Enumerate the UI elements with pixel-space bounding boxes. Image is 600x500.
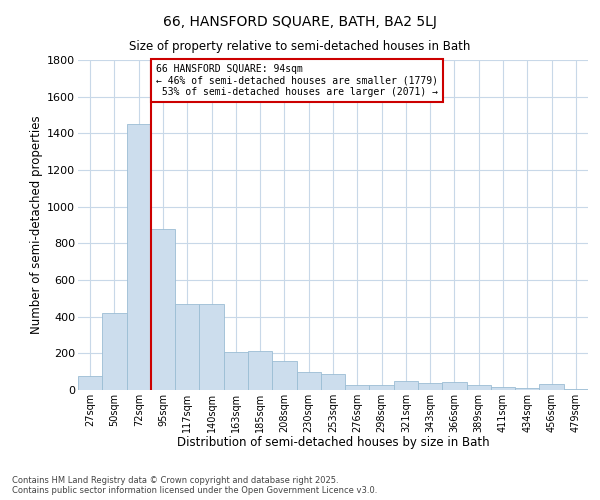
Bar [564,388,588,390]
Bar [175,304,199,390]
Bar [78,376,102,390]
Bar [151,228,175,390]
Text: Size of property relative to semi-detached houses in Bath: Size of property relative to semi-detach… [130,40,470,53]
Bar [272,360,296,390]
Bar [467,386,491,390]
Bar [321,374,345,390]
Bar [127,124,151,390]
Bar [370,385,394,390]
Bar [199,304,224,390]
Text: 66, HANSFORD SQUARE, BATH, BA2 5LJ: 66, HANSFORD SQUARE, BATH, BA2 5LJ [163,15,437,29]
Bar [418,382,442,390]
Bar [102,313,127,390]
Bar [442,382,467,390]
Y-axis label: Number of semi-detached properties: Number of semi-detached properties [30,116,43,334]
Bar [491,387,515,390]
X-axis label: Distribution of semi-detached houses by size in Bath: Distribution of semi-detached houses by … [176,436,490,450]
Bar [224,352,248,390]
Bar [296,372,321,390]
Bar [345,384,370,390]
Bar [248,350,272,390]
Bar [515,388,539,390]
Text: Contains HM Land Registry data © Crown copyright and database right 2025.
Contai: Contains HM Land Registry data © Crown c… [12,476,377,495]
Bar [539,384,564,390]
Text: 66 HANSFORD SQUARE: 94sqm
← 46% of semi-detached houses are smaller (1779)
 53% : 66 HANSFORD SQUARE: 94sqm ← 46% of semi-… [156,64,438,97]
Bar [394,381,418,390]
